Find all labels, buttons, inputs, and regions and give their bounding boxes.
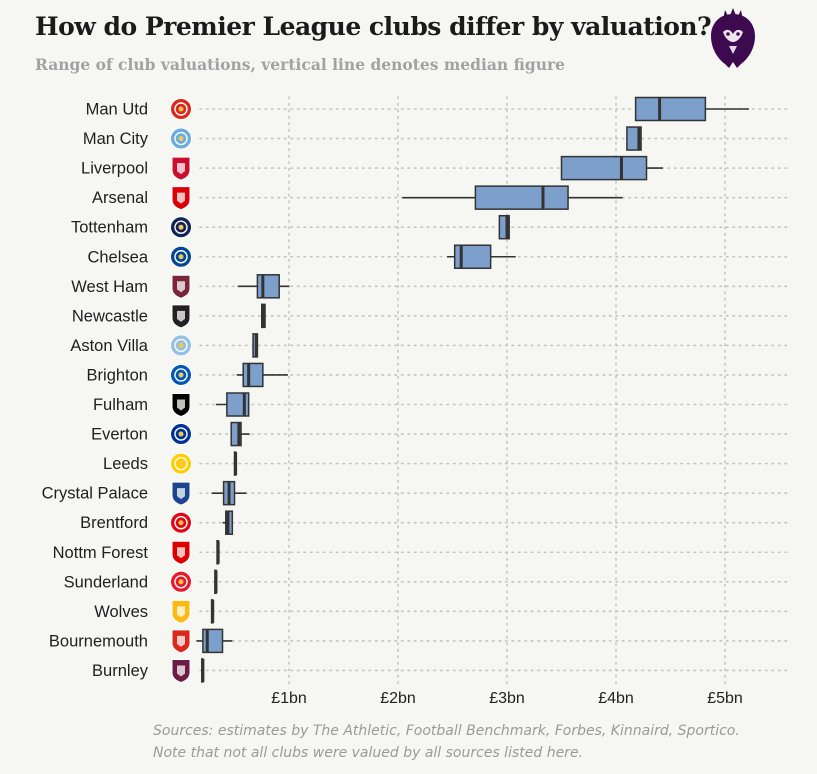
iqr-box	[634, 96, 707, 122]
club-label: Man City	[83, 130, 149, 148]
lion-eye	[726, 32, 730, 36]
grid	[199, 96, 791, 686]
liverpool-crest-icon	[171, 156, 191, 181]
arsenal-crest-icon	[171, 186, 191, 211]
x-tick-label: £5bn	[707, 690, 743, 707]
club-label: Leeds	[103, 455, 148, 473]
sources-line-1: Sources: estimates by The Athletic, Foot…	[153, 723, 740, 739]
x-tick-label: £4bn	[598, 690, 634, 707]
club-label: Brighton	[87, 366, 148, 384]
boxplot-row	[196, 628, 233, 654]
crystal-palace-crest-icon	[171, 481, 191, 506]
boxplot-row	[233, 451, 238, 476]
bournemouth-crest-icon	[171, 629, 191, 654]
iqr-box	[256, 274, 280, 299]
club-label: Burnley	[92, 662, 149, 680]
club-label: Newcastle	[72, 307, 148, 325]
man-utd-crest-icon	[170, 98, 192, 120]
iqr-box	[242, 362, 264, 388]
boxplot-row	[211, 480, 247, 506]
sunderland-crest-icon	[170, 570, 192, 593]
boxplot-row	[498, 214, 510, 240]
leeds-crest-icon	[170, 452, 192, 475]
iqr-box	[230, 421, 242, 447]
premier-league-lion-icon	[711, 8, 755, 68]
west-ham-crest-icon	[171, 274, 191, 299]
club-label: Tottenham	[71, 219, 148, 237]
iqr-box	[453, 244, 492, 269]
x-axis-ticks: £1bn £2bn £3bn £4bn £5bn	[271, 690, 743, 707]
club-label: Fulham	[93, 396, 148, 414]
club-label: Sunderland	[64, 573, 148, 591]
boxplot-row	[222, 510, 234, 535]
x-tick-label: £1bn	[271, 690, 307, 707]
boxplots	[196, 96, 749, 683]
boxplot-row	[210, 599, 215, 624]
x-tick-label: £2bn	[380, 690, 416, 707]
iqr-box	[498, 214, 510, 240]
club-label: West Ham	[71, 278, 148, 296]
club-label: Aston Villa	[70, 337, 148, 355]
boxplot-row	[215, 392, 250, 417]
man-city-crest-icon	[170, 127, 192, 150]
chart-subtitle: Range of club valuations, vertical line …	[35, 55, 566, 74]
brighton-crest-icon	[170, 363, 192, 386]
wolves-crest-icon	[171, 599, 191, 624]
club-label: Liverpool	[81, 160, 148, 178]
sources-note: Sources: estimates by The Athletic, Foot…	[153, 720, 740, 764]
aston-villa-crest-icon	[170, 334, 192, 357]
club-crests	[170, 98, 192, 683]
tottenham-crest-icon	[170, 216, 192, 239]
chart-title: How do Premier League clubs differ by va…	[35, 12, 712, 41]
boxplot-row	[402, 185, 623, 210]
lion-jaw	[729, 46, 737, 54]
lion-eye	[736, 32, 740, 36]
club-label: Brentford	[80, 514, 148, 532]
lion-crown	[723, 8, 743, 20]
club-label: Bournemouth	[49, 632, 148, 650]
boxplot-row	[201, 658, 205, 683]
club-label: Everton	[91, 426, 148, 444]
club-labels: Man Utd Man City Liverpool Arsenal Tottenham…	[42, 101, 149, 680]
chelsea-crest-icon	[170, 245, 192, 268]
fulham-crest-icon	[171, 393, 191, 418]
everton-crest-icon	[170, 423, 192, 446]
boxplot-row	[560, 155, 663, 181]
club-label: Man Utd	[86, 101, 148, 119]
club-label: Crystal Palace	[42, 485, 148, 503]
sources-line-2: Note that not all clubs were valued by a…	[153, 745, 584, 761]
boxplot-row	[252, 333, 259, 358]
boxplot-row	[230, 421, 250, 447]
boxplot-row	[236, 362, 288, 388]
club-label: Arsenal	[92, 189, 148, 207]
brentford-crest-icon	[170, 511, 192, 534]
chart-canvas: Man Utd Man City Liverpool Arsenal Tottenham…	[42, 96, 791, 707]
newcastle-crest-icon	[171, 304, 191, 329]
boxplot-row	[634, 96, 749, 122]
club-label: Chelsea	[87, 248, 148, 266]
boxplot-row	[626, 126, 642, 151]
boxplot-row	[447, 244, 516, 269]
burnley-crest-icon	[171, 658, 191, 683]
club-label: Wolves	[94, 603, 148, 621]
boxplot-row	[237, 274, 289, 299]
club-label: Nottm Forest	[53, 544, 149, 562]
iqr-box	[560, 155, 648, 181]
nottm-forest-crest-icon	[171, 540, 191, 565]
boxplot-row	[214, 569, 218, 595]
x-tick-label: £3bn	[489, 690, 525, 707]
iqr-box	[474, 185, 569, 210]
boxplot-row	[216, 540, 220, 565]
boxplot-row	[261, 303, 266, 329]
